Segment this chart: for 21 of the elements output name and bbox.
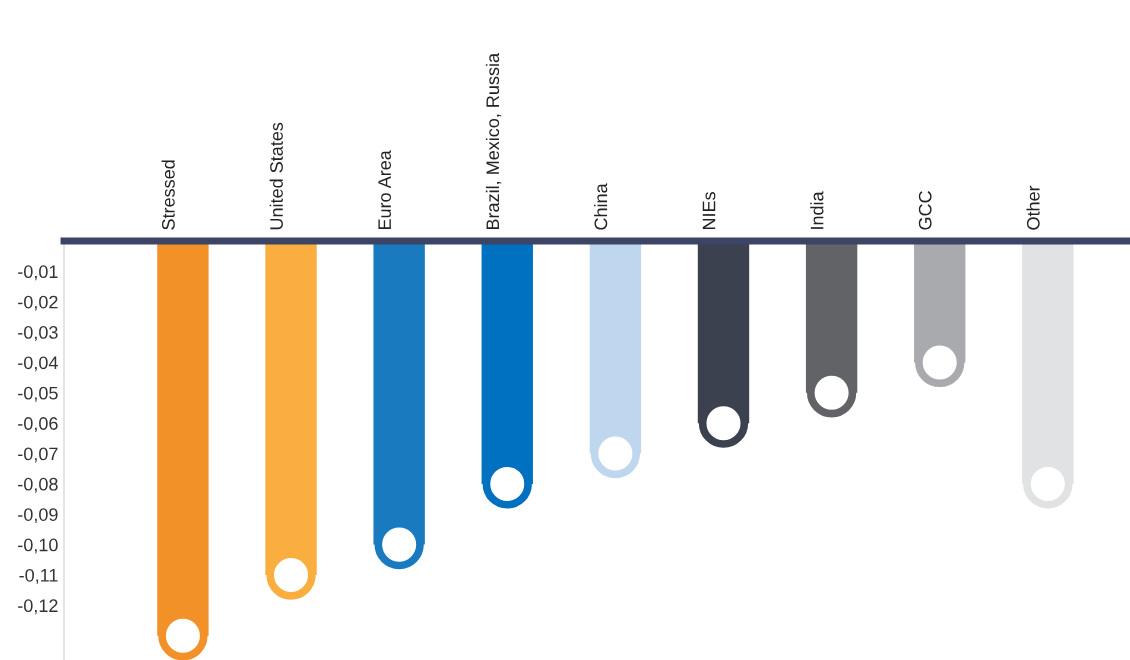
y-tick-label: -0,02: [18, 295, 58, 311]
y-tick-label: -0,07: [18, 447, 58, 463]
x-tick-label: India: [810, 191, 824, 229]
y-tick-label: -0,01: [18, 265, 58, 281]
y-tick-label: -0,05: [18, 386, 58, 402]
x-tick-label: Stressed: [161, 160, 175, 230]
y-tick-label: -0,09: [18, 508, 58, 524]
y-tick-label: -0,08: [18, 477, 58, 493]
y-tick-label: -0,10: [18, 538, 58, 554]
x-tick-label: Other: [1026, 185, 1040, 230]
y-tick-label: -0,04: [18, 356, 58, 372]
x-tick-label: NIEs: [702, 192, 716, 230]
y-tick-label: -0,11: [19, 568, 58, 584]
x-tick-label: China: [593, 183, 608, 230]
x-tick-label: Euro Area: [378, 150, 392, 230]
x-tick-label: GCC: [918, 191, 932, 230]
y-tick-label: -0,06: [18, 417, 58, 433]
y-tick-label: -0,03: [18, 326, 58, 341]
y-tick-label: -0,12: [18, 599, 58, 615]
x-tick-label: Brazil, Mexico, Russia: [485, 52, 502, 230]
x-tick-label: United States: [269, 122, 283, 230]
